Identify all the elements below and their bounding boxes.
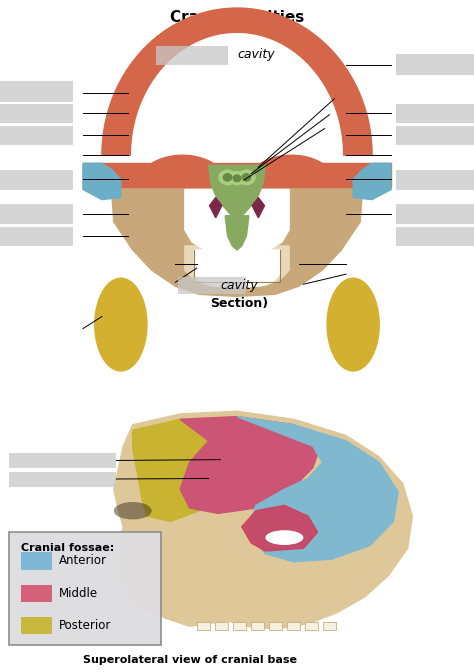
Polygon shape — [130, 32, 344, 155]
Bar — [396, 54, 474, 75]
Polygon shape — [83, 163, 391, 187]
Bar — [9, 532, 161, 645]
Bar — [156, 46, 228, 65]
Bar — [0, 170, 73, 190]
Bar — [396, 170, 474, 190]
Text: Posterior: Posterior — [59, 619, 111, 632]
Text: Cranial Cavities: Cranial Cavities — [170, 10, 304, 25]
Circle shape — [242, 174, 251, 181]
Polygon shape — [133, 417, 256, 521]
Polygon shape — [114, 411, 412, 629]
Polygon shape — [185, 246, 289, 287]
Bar — [215, 622, 228, 630]
Polygon shape — [246, 155, 337, 185]
Circle shape — [223, 174, 232, 181]
Polygon shape — [194, 250, 280, 287]
Bar — [9, 472, 116, 487]
Text: Anterior: Anterior — [59, 554, 107, 567]
Bar — [396, 126, 474, 145]
Polygon shape — [137, 155, 228, 185]
Text: Superolateral view of cranial base: Superolateral view of cranial base — [82, 655, 297, 665]
Polygon shape — [225, 216, 249, 250]
Ellipse shape — [265, 530, 303, 545]
Bar — [305, 622, 318, 630]
Polygon shape — [237, 417, 398, 562]
Polygon shape — [209, 165, 265, 218]
Polygon shape — [353, 163, 391, 200]
Circle shape — [233, 175, 241, 181]
Circle shape — [238, 170, 255, 185]
Text: Section): Section) — [210, 297, 268, 310]
Polygon shape — [252, 198, 264, 218]
Polygon shape — [327, 278, 379, 371]
Text: cavity: cavity — [220, 279, 258, 292]
Polygon shape — [210, 198, 222, 218]
Bar — [396, 103, 474, 123]
Polygon shape — [185, 190, 289, 256]
Ellipse shape — [114, 502, 152, 519]
Bar — [178, 277, 246, 294]
Circle shape — [229, 172, 245, 185]
Bar — [197, 622, 210, 630]
Bar — [269, 622, 282, 630]
Polygon shape — [123, 532, 171, 554]
Text: cavity: cavity — [237, 48, 274, 61]
Bar — [0, 204, 73, 224]
Bar — [0, 126, 73, 145]
Bar — [396, 204, 474, 224]
Bar — [396, 226, 474, 246]
Text: Cranial fossae:: Cranial fossae: — [21, 543, 115, 553]
Text: Middle: Middle — [59, 587, 99, 599]
Bar — [0, 103, 73, 123]
Circle shape — [219, 170, 236, 185]
Bar — [287, 622, 300, 630]
Polygon shape — [180, 417, 322, 513]
Bar — [0, 81, 73, 101]
Polygon shape — [83, 163, 121, 200]
Bar — [251, 622, 264, 630]
Polygon shape — [102, 8, 372, 155]
Bar — [9, 453, 116, 468]
Polygon shape — [111, 187, 363, 296]
Bar — [21, 617, 52, 634]
Bar — [21, 552, 52, 570]
Polygon shape — [95, 278, 147, 371]
Bar — [233, 622, 246, 630]
Bar — [323, 622, 336, 630]
Bar — [0, 226, 73, 246]
Polygon shape — [242, 505, 318, 551]
Bar — [21, 585, 52, 602]
